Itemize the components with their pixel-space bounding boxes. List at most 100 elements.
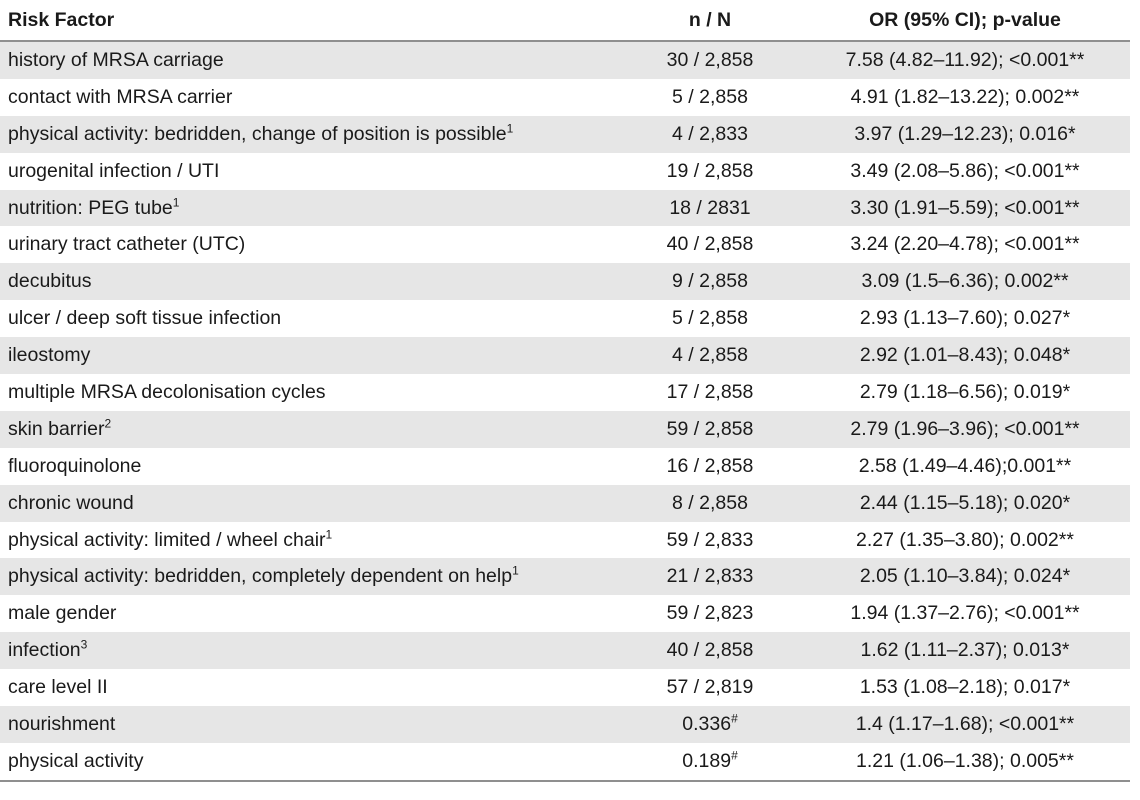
odds-ratio-value: 4.91 (1.82–13.22); 0.002**: [850, 85, 1080, 108]
n-over-n-cell: 0.189#: [620, 742, 800, 782]
risk-factor-label: urinary tract catheter (UTC): [8, 233, 246, 256]
n-over-n-value: 9 / 2,858: [672, 270, 748, 293]
odds-ratio-value: 1.4 (1.17–1.68); <0.001**: [855, 712, 1075, 735]
odds-ratio-cell: 4.91 (1.82–13.22); 0.002**: [800, 79, 1130, 116]
risk-factor-cell: fluoroquinolone: [0, 448, 620, 485]
risk-factor-cell: physical activity: limited / wheel chair…: [0, 522, 620, 559]
table-row: decubitus 9 / 2,858 3.09 (1.5–6.36); 0.002…: [0, 263, 1130, 301]
table-row: infection3 40 / 2,858 1.62 (1.11–2.37); 0.…: [0, 632, 1130, 670]
odds-ratio-value: 3.09 (1.5–6.36); 0.002**: [861, 270, 1069, 293]
n-over-n-cell: 40 / 2,858: [620, 226, 800, 263]
n-over-n-cell: 19 / 2,858: [620, 153, 800, 190]
table-row: nutrition: PEG tube1 18 / 2831 3.30 (1.91–…: [0, 189, 1130, 227]
odds-ratio-value: 3.97 (1.29–12.23); 0.016*: [854, 122, 1076, 145]
risk-factor-label: history of MRSA carriage: [8, 48, 224, 71]
risk-factor-cell: ileostomy: [0, 337, 620, 374]
risk-factor-label: physical activity: [8, 749, 144, 772]
n-over-n-cell: 30 / 2,858: [620, 41, 800, 79]
odds-ratio-cell: 1.94 (1.37–2.76); <0.001**: [800, 595, 1130, 632]
odds-ratio-cell: 3.97 (1.29–12.23); 0.016*: [800, 116, 1130, 153]
n-over-n-cell: 59 / 2,858: [620, 411, 800, 448]
risk-factor-label: nutrition: PEG tube: [8, 196, 173, 219]
risk-factor-label: ileostomy: [8, 344, 91, 367]
odds-ratio-cell: 3.49 (2.08–5.86); <0.001**: [800, 153, 1130, 190]
odds-ratio-cell: 3.24 (2.20–4.78); <0.001**: [800, 226, 1130, 263]
risk-factor-cell: nutrition: PEG tube1: [0, 190, 620, 227]
footnote-marker: 1: [512, 563, 519, 578]
table-row: male gender 59 / 2,823 1.94 (1.37–2.76); <…: [0, 595, 1130, 633]
odds-ratio-value: 2.92 (1.01–8.43); 0.048*: [859, 344, 1071, 367]
n-over-n-value: 18 / 2831: [669, 196, 751, 219]
n-over-n-value: 4 / 2,858: [672, 344, 748, 367]
n-over-n-cell: 5 / 2,858: [620, 300, 800, 337]
table-body: history of MRSA carriage 30 / 2,858 7.58 (…: [0, 41, 1130, 782]
n-over-n-value: 5 / 2,858: [672, 307, 748, 330]
table-row: urogenital infection / UTI 19 / 2,858 3.49…: [0, 152, 1130, 190]
risk-factor-cell: contact with MRSA carrier: [0, 79, 620, 116]
odds-ratio-value: 1.53 (1.08–2.18); 0.017*: [859, 676, 1071, 699]
risk-factor-label: infection: [8, 639, 81, 662]
odds-ratio-cell: 2.79 (1.18–6.56); 0.019*: [800, 374, 1130, 411]
table-row: multiple MRSA decolonisation cycles 17 / …: [0, 374, 1130, 411]
table-row: nourishment 0.336# 1.4 (1.17–1.68); <0.001…: [0, 706, 1130, 743]
risk-factor-label: nourishment: [8, 712, 116, 735]
risk-factor-label: male gender: [8, 602, 117, 625]
n-over-n-cell: 8 / 2,858: [620, 485, 800, 522]
risk-factor-cell: physical activity: [0, 742, 620, 782]
risk-factor-cell: chronic wound: [0, 485, 620, 522]
risk-factor-label: fluoroquinolone: [8, 454, 142, 477]
footnote-marker: 2: [104, 416, 112, 431]
odds-ratio-value: 3.49 (2.08–5.86); <0.001**: [850, 159, 1080, 182]
footnote-marker: 1: [506, 121, 514, 136]
n-over-n-cell: 16 / 2,858: [620, 448, 800, 485]
odds-ratio-cell: 2.44 (1.15–5.18); 0.020*: [800, 485, 1130, 522]
risk-factor-cell: history of MRSA carriage: [0, 41, 620, 79]
odds-ratio-value: 2.79 (1.96–3.96); <0.001**: [850, 417, 1080, 440]
risk-factor-cell: urogenital infection / UTI: [0, 153, 620, 190]
odds-ratio-cell: 2.93 (1.13–7.60); 0.027*: [800, 300, 1130, 337]
n-over-n-cell: 0.336#: [620, 706, 800, 743]
risk-factor-table-container: Risk Factor n / N OR (95% CI); p-value h…: [0, 0, 1130, 782]
table-row: history of MRSA carriage 30 / 2,858 7.58 (…: [0, 41, 1130, 79]
risk-factor-label: care level II: [8, 676, 108, 699]
table-row: physical activity: limited / wheel chair…: [0, 521, 1130, 559]
n-over-n-cell: 59 / 2,833: [620, 522, 800, 559]
n-over-n-cell: 17 / 2,858: [620, 374, 800, 411]
table-row: physical activity: bedridden, change of …: [0, 115, 1130, 153]
risk-factor-cell: multiple MRSA decolonisation cycles: [0, 374, 620, 411]
n-over-n-value: 17 / 2,858: [666, 380, 754, 403]
odds-ratio-value: 7.58 (4.82–11.92); <0.001**: [845, 48, 1085, 71]
risk-factor-label: skin barrier: [8, 417, 105, 440]
odds-ratio-value: 2.27 (1.35–3.80); 0.002**: [856, 528, 1074, 551]
odds-ratio-cell: 2.92 (1.01–8.43); 0.048*: [800, 337, 1130, 374]
odds-ratio-cell: 3.30 (1.91–5.59); <0.001**: [800, 190, 1130, 227]
table-row: urinary tract catheter (UTC) 40 / 2,858 3.…: [0, 226, 1130, 264]
n-over-n-value: 8 / 2,858: [672, 491, 748, 514]
risk-factor-label: decubitus: [8, 270, 92, 293]
n-over-n-cell: 40 / 2,858: [620, 632, 800, 669]
risk-factor-cell: ulcer / deep soft tissue infection: [0, 300, 620, 337]
risk-factor-label: physical activity: bedridden, completely…: [8, 565, 513, 588]
odds-ratio-cell: 1.21 (1.06–1.38); 0.005**: [800, 742, 1130, 782]
table-row: skin barrier2 59 / 2,858 2.79 (1.96–3.96);…: [0, 410, 1130, 448]
odds-ratio-value: 2.58 (1.49–4.46);0.001**: [858, 454, 1072, 477]
n-over-n-value: 5 / 2,858: [672, 85, 748, 108]
n-over-n-value: 21 / 2,833: [666, 565, 754, 588]
n-over-n-value: 59 / 2,858: [666, 417, 754, 440]
table-row: fluoroquinolone 16 / 2,858 2.58 (1.49–4.46…: [0, 447, 1130, 485]
table-row: ileostomy 4 / 2,858 2.92 (1.01–8.43); 0.04…: [0, 337, 1130, 375]
odds-ratio-value: 2.05 (1.10–3.84); 0.024*: [859, 565, 1071, 588]
n-over-n-value: 30 / 2,858: [666, 48, 754, 71]
table-row: care level II 57 / 2,819 1.53 (1.08–2.18);…: [0, 669, 1130, 707]
risk-factor-cell: infection3: [0, 632, 620, 669]
risk-factor-label: urogenital infection / UTI: [8, 159, 220, 182]
n-over-n-value: 4 / 2,833: [672, 122, 748, 145]
odds-ratio-value: 2.79 (1.18–6.56); 0.019*: [859, 380, 1071, 403]
risk-factor-table: Risk Factor n / N OR (95% CI); p-value h…: [0, 0, 1130, 782]
table-row: physical activity: bedridden, completely…: [0, 558, 1130, 596]
n-over-n-value: 40 / 2,858: [666, 639, 754, 662]
odds-ratio-cell: 1.62 (1.11–2.37); 0.013*: [800, 632, 1130, 669]
n-over-n-value: 16 / 2,858: [666, 454, 754, 477]
n-over-n-value: 0.336: [682, 712, 732, 735]
hash-marker: #: [731, 748, 738, 763]
